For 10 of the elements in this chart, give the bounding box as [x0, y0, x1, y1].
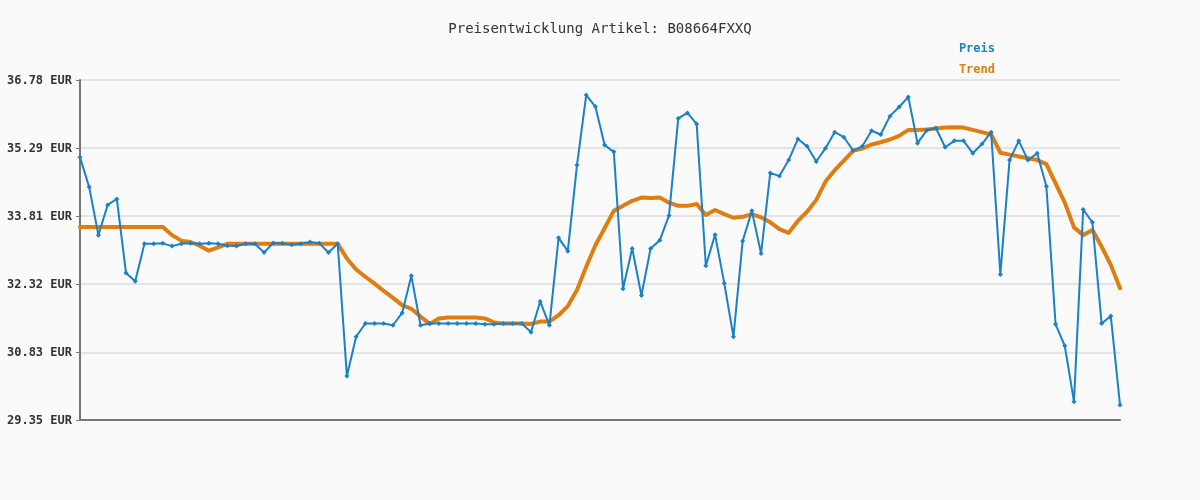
chart-title: Preisentwicklung Artikel: B08664FXXQ	[448, 20, 752, 36]
y-tick-label: 30.83 EUR	[6, 345, 73, 360]
text: Trend	[958, 62, 995, 76]
y-tick-label: 33.81 EUR	[6, 208, 73, 223]
y-tick-label: 36.78 EUR	[6, 73, 73, 87]
y-tick-label: 29.35 EUR	[6, 413, 73, 427]
y-tick-label: 32.32 EUR	[6, 277, 73, 292]
text: Preis	[958, 41, 995, 55]
line-series	[78, 125, 1122, 326]
y-tick-label: 35.29 EUR	[6, 141, 73, 156]
